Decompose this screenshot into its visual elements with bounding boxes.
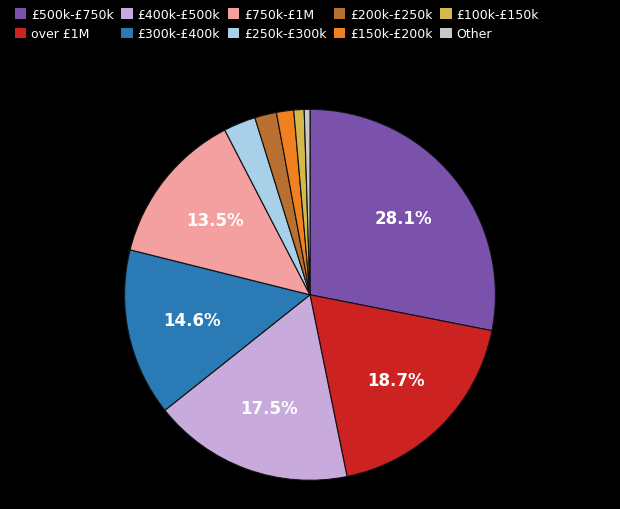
Text: 28.1%: 28.1% xyxy=(374,210,432,228)
Wedge shape xyxy=(255,113,310,295)
Wedge shape xyxy=(130,131,310,295)
Wedge shape xyxy=(304,110,310,295)
Wedge shape xyxy=(294,110,310,295)
Wedge shape xyxy=(225,119,310,295)
Wedge shape xyxy=(310,295,492,476)
Text: 14.6%: 14.6% xyxy=(164,312,221,330)
Wedge shape xyxy=(310,110,495,331)
Text: 17.5%: 17.5% xyxy=(240,399,298,417)
Wedge shape xyxy=(125,250,310,410)
Wedge shape xyxy=(277,111,310,295)
Text: 13.5%: 13.5% xyxy=(187,212,244,230)
Legend: £500k-£750k, over £1M, £400k-£500k, £300k-£400k, £750k-£1M, £250k-£300k, £200k-£: £500k-£750k, over £1M, £400k-£500k, £300… xyxy=(12,6,542,43)
Wedge shape xyxy=(165,295,347,480)
Text: 18.7%: 18.7% xyxy=(366,371,424,389)
